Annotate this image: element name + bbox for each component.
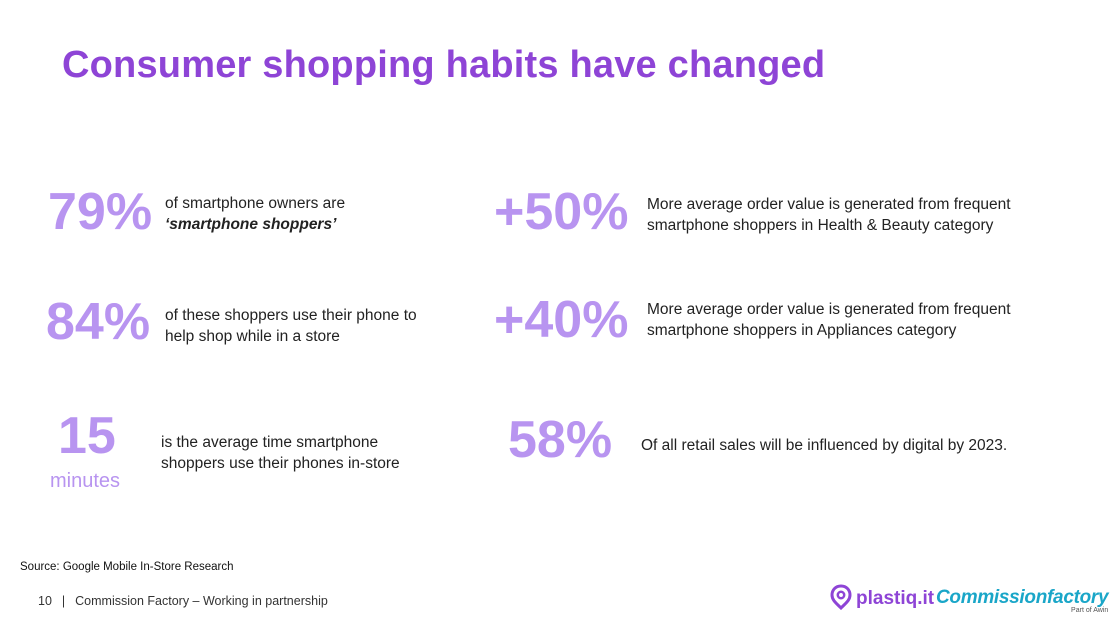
stat-value-15: 15	[58, 407, 116, 465]
stat-plus50-line1: More average order value is generated fr…	[647, 196, 1011, 213]
stat-plus40-line1: More average order value is generated fr…	[647, 301, 1011, 318]
slide-title: Consumer shopping habits have changed	[62, 44, 826, 86]
stat-value-plus40: +40%	[494, 291, 629, 349]
commissionfactory-logo-text: Commissionfactory	[936, 587, 1109, 608]
plastiq-logo: plastiq.it	[830, 583, 935, 615]
stat-plus50-line2: smartphone shoppers in Health & Beauty c…	[647, 217, 994, 234]
commissionfactory-logo-subtext: Part of Awin	[1071, 607, 1109, 614]
stat-84-line2: help shop while in a store	[165, 328, 340, 345]
page-number: 10	[38, 594, 52, 608]
stat-value-84: 84%	[46, 293, 151, 351]
footer-text: Commission Factory – Working in partners…	[75, 594, 328, 608]
stat-84-line1: of these shoppers use their phone to	[165, 307, 417, 324]
stat-value-58: 58%	[508, 411, 613, 469]
stat-79-line2: ‘smartphone shoppers’	[165, 216, 337, 233]
stat-79-line1: of smartphone owners are	[165, 195, 346, 212]
footer: 10 | Commission Factory – Working in partn…	[38, 594, 328, 608]
stat-description-79: of smartphone owners are ‘smartphone sho…	[165, 193, 345, 235]
source-note: Source: Google Mobile In-Store Research	[20, 561, 234, 573]
stat-description-15: is the average time smartphone shoppers …	[161, 432, 400, 474]
plastiq-pin-icon	[830, 583, 852, 615]
stat-value-plus50: +50%	[494, 183, 629, 241]
stat-unit-minutes: minutes	[50, 470, 121, 492]
stat-15-line2: shoppers use their phones in-store	[161, 455, 400, 472]
stat-description-84: of these shoppers use their phone to hel…	[165, 305, 417, 347]
stat-description-plus40: More average order value is generated fr…	[647, 299, 1011, 341]
stat-value-79: 79%	[48, 183, 153, 241]
stat-plus40-line2: smartphone shoppers in Appliances catego…	[647, 322, 957, 339]
commissionfactory-logo: Commissionfactory Part of Awin	[936, 587, 1109, 614]
stat-description-plus50: More average order value is generated fr…	[647, 194, 1011, 236]
stat-58-line1: Of all retail sales will be influenced b…	[641, 437, 1008, 454]
footer-separator: |	[61, 594, 66, 608]
stat-description-58: Of all retail sales will be influenced b…	[641, 435, 1007, 456]
plastiq-logo-text: plastiq.it	[856, 588, 935, 609]
stat-15-line1: is the average time smartphone	[161, 434, 379, 451]
